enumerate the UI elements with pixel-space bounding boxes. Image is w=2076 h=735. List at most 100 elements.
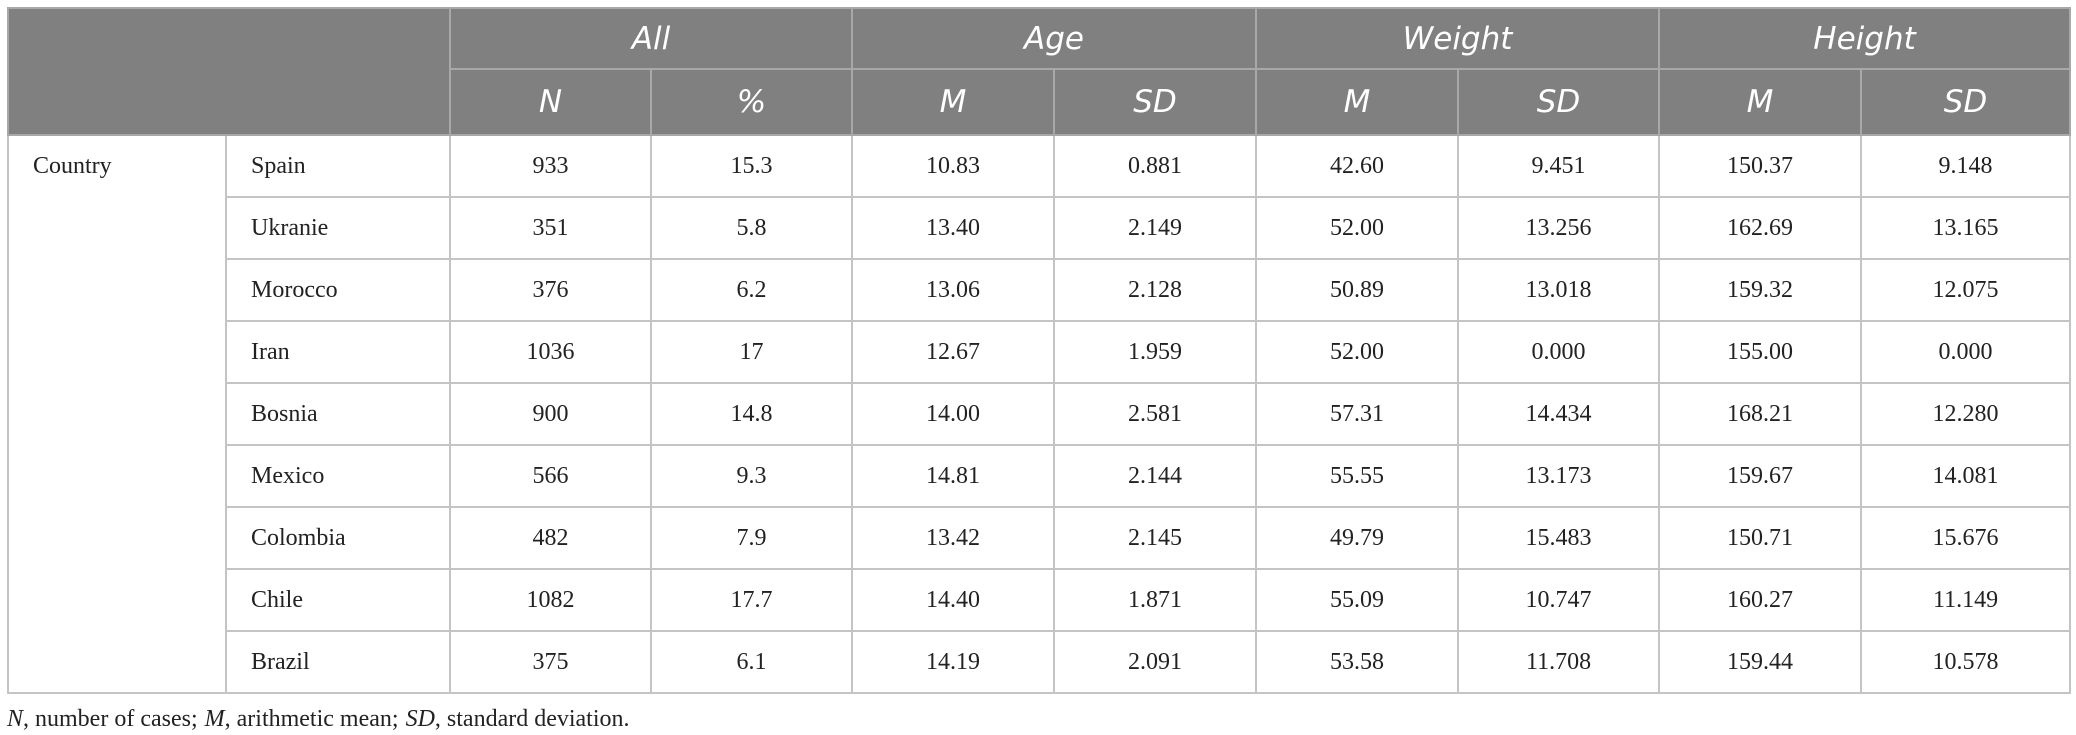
cell: 1.959: [1053, 320, 1257, 384]
column-header: N: [449, 68, 652, 136]
cell: 13.40: [851, 196, 1055, 260]
cell: 15.483: [1456, 506, 1661, 570]
cell: 9.3: [650, 444, 853, 508]
table-row: Colombia 482 7.9 13.42 2.145 49.79 15.483 150.7…: [8, 506, 2072, 570]
column-header: SD: [1053, 68, 1257, 136]
column-header: M: [1255, 68, 1459, 136]
footnote: N, number of cases; M, arithmetic mean; SD…: [7, 706, 637, 733]
cell: 376: [449, 258, 652, 322]
cell: 2.581: [1053, 382, 1257, 446]
cell: 10.578: [1860, 630, 2072, 694]
cell: 155.00: [1658, 320, 1863, 384]
cell: 12.67: [851, 320, 1055, 384]
row-label: Colombia: [225, 506, 451, 570]
data-table: All Age Weight Height N% M SD M SD M SD Country Sp…: [7, 7, 2072, 694]
cell: 6.1: [650, 630, 853, 694]
cell: 13.173: [1456, 444, 1661, 508]
row-label: Iran: [225, 320, 451, 384]
subheader-row: N% M SD M SD M SD: [8, 68, 2072, 136]
row-label: Ukranie: [225, 196, 451, 260]
table-row: Mexico 566 9.3 14.81 2.144 55.55 13.173 159.67 1…: [8, 444, 2072, 508]
group-header: Height: [1658, 7, 2072, 70]
cell: 14.19: [851, 630, 1055, 694]
header-blank: [7, 7, 451, 136]
cell: 52.00: [1255, 320, 1459, 384]
cell: 150.71: [1658, 506, 1863, 570]
cell: 2.128: [1053, 258, 1257, 322]
cell: 482: [449, 506, 652, 570]
cell: 13.256: [1456, 196, 1661, 260]
table-row: Iran 1036 17 12.67 1.959 52.00 0.000 155.00 0.00…: [8, 320, 2072, 384]
row-group-label: Country: [7, 134, 227, 694]
cell: 10.83: [851, 134, 1055, 198]
cell: 9.148: [1860, 134, 2072, 198]
cell: 14.81: [851, 444, 1055, 508]
cell: 1.871: [1053, 568, 1257, 632]
cell: 14.8: [650, 382, 853, 446]
cell: 566: [449, 444, 652, 508]
cell: 13.42: [851, 506, 1055, 570]
header-row: All Age Weight Height: [7, 7, 2072, 136]
cell: 162.69: [1658, 196, 1863, 260]
column-header: SD: [1860, 68, 2072, 136]
row-label: Brazil: [225, 630, 451, 694]
cell: 2.144: [1053, 444, 1257, 508]
cell: 13.06: [851, 258, 1055, 322]
footnote-text: , standard deviation.: [434, 706, 630, 732]
column-header: SD: [1456, 68, 1661, 136]
row-label: Chile: [225, 568, 451, 632]
cell: 52.00: [1255, 196, 1459, 260]
cell: 13.165: [1860, 196, 2072, 260]
cell: 50.89: [1255, 258, 1459, 322]
table-row: Ukranie 351 5.8 13.40 2.149 52.00 13.256 162.69…: [8, 196, 2072, 260]
footnote-text: , arithmetic mean;: [224, 706, 399, 732]
cell: 12.075: [1860, 258, 2072, 322]
row-label: Bosnia: [225, 382, 451, 446]
cell: 17: [650, 320, 853, 384]
cell: 12.280: [1860, 382, 2072, 446]
column-header: M: [851, 68, 1055, 136]
cell: 2.149: [1053, 196, 1257, 260]
footnote-abbr: SD: [405, 706, 435, 732]
group-header: Weight: [1254, 7, 1661, 70]
table-row: Bosnia 900 14.8 14.00 2.581 57.31 14.434 168.21…: [8, 382, 2072, 446]
table-row: Brazil 375 6.1 14.19 2.091 53.58 11.708 159.44 1…: [8, 630, 2072, 694]
cell: 14.00: [851, 382, 1055, 446]
cell: 53.58: [1255, 630, 1459, 694]
cell: 11.149: [1860, 568, 2072, 632]
cell: 375: [449, 630, 652, 694]
cell: 1036: [449, 320, 652, 384]
cell: 2.145: [1053, 506, 1257, 570]
table-row: Chile 1082 17.7 14.40 1.871 55.09 10.747 160.27…: [8, 568, 2072, 632]
cell: 15.676: [1860, 506, 2072, 570]
cell: 0.881: [1053, 134, 1257, 198]
row-label: Morocco: [225, 258, 451, 322]
group-header: All: [449, 7, 853, 70]
cell: 7.9: [650, 506, 853, 570]
cell: 900: [449, 382, 652, 446]
cell: 14.434: [1456, 382, 1661, 446]
footnote-text: , number of cases;: [23, 706, 198, 732]
cell: 42.60: [1255, 134, 1459, 198]
column-header: M: [1658, 68, 1863, 136]
cell: 6.2: [650, 258, 853, 322]
cell: 49.79: [1255, 506, 1459, 570]
table-body: Country Spain 933 15.3 10.83 0.881 42.60 9.451 1…: [7, 134, 2072, 694]
cell: 1082: [449, 568, 652, 632]
cell: 150.37: [1658, 134, 1863, 198]
cell: 160.27: [1658, 568, 1863, 632]
cell: 0.000: [1456, 320, 1661, 384]
footnote-abbr: N: [7, 706, 24, 732]
table-row: Morocco 376 6.2 13.06 2.128 50.89 13.018 159.32…: [8, 258, 2072, 322]
cell: 15.3: [650, 134, 853, 198]
footnote-abbr: M: [204, 706, 225, 732]
row-label: Mexico: [225, 444, 451, 508]
cell: 13.018: [1456, 258, 1661, 322]
group-header: Age: [851, 7, 1257, 70]
cell: 14.081: [1860, 444, 2072, 508]
cell: 9.451: [1456, 134, 1661, 198]
cell: 55.09: [1255, 568, 1459, 632]
cell: 57.31: [1255, 382, 1459, 446]
cell: 159.32: [1658, 258, 1863, 322]
